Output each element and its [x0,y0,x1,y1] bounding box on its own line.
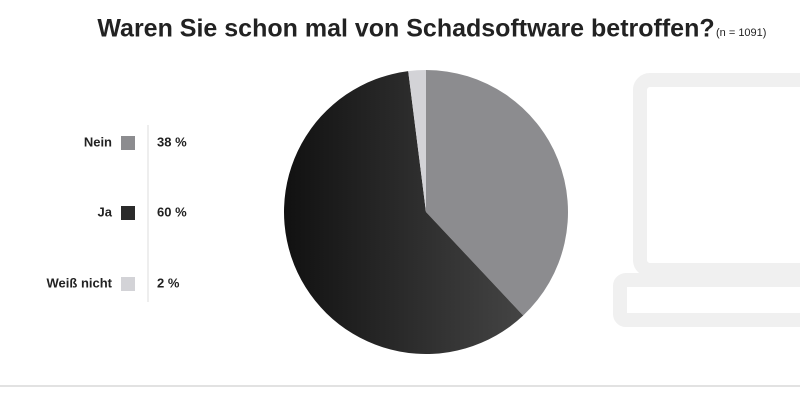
legend-swatch [121,136,135,150]
pie-slice [283,71,524,355]
legend-value: 2 % [157,275,180,290]
legend-swatch [121,206,135,220]
pie-slice [408,70,426,212]
legend-label: Weiß nicht [47,275,113,290]
legend-value: 38 % [157,134,187,149]
legend-label: Nein [84,134,112,149]
background-decoration [613,73,800,327]
pie-slice [426,70,568,316]
chart-subtitle: (n = 1091) [716,27,766,39]
legend-swatch [121,277,135,291]
legend-label: Ja [98,204,113,219]
legend-value: 60 % [157,204,187,219]
chart-title: Waren Sie schon mal von Schadsoftware be… [97,15,714,43]
